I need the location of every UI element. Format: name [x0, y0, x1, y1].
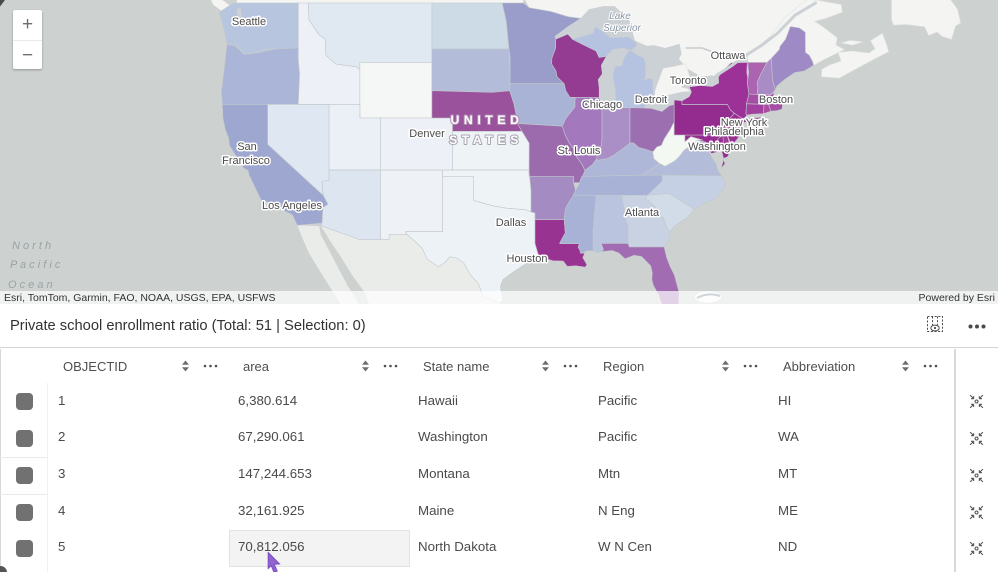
svg-text:Francisco: Francisco: [222, 155, 270, 167]
svg-text:Seattle: Seattle: [232, 16, 266, 28]
svg-text:Atlanta: Atlanta: [625, 207, 660, 219]
svg-text:Detroit: Detroit: [635, 94, 667, 106]
svg-text:Lake: Lake: [609, 11, 631, 22]
svg-text:O c e a n: O c e a n: [8, 279, 53, 291]
svg-text:Washington: Washington: [688, 141, 746, 153]
svg-text:STATES: STATES: [449, 133, 523, 147]
svg-text:St. Louis: St. Louis: [558, 145, 601, 157]
svg-text:Toronto: Toronto: [670, 75, 707, 87]
svg-text:Denver: Denver: [409, 128, 445, 140]
svg-text:Chicago: Chicago: [582, 99, 622, 111]
svg-text:Los Angeles: Los Angeles: [262, 200, 322, 212]
svg-text:UNITED: UNITED: [451, 113, 524, 127]
svg-text:San: San: [237, 141, 257, 153]
svg-text:P a c i f i c: P a c i f i c: [10, 259, 61, 271]
svg-text:Dallas: Dallas: [496, 217, 527, 229]
svg-text:Boston: Boston: [759, 94, 793, 106]
svg-text:Houston: Houston: [507, 253, 548, 265]
svg-text:Philadelphia: Philadelphia: [704, 126, 765, 138]
svg-text:New York: New York: [721, 117, 768, 129]
svg-text:Ottawa: Ottawa: [711, 50, 747, 62]
svg-text:N o r t h: N o r t h: [12, 240, 51, 252]
svg-text:Superior: Superior: [603, 23, 641, 34]
